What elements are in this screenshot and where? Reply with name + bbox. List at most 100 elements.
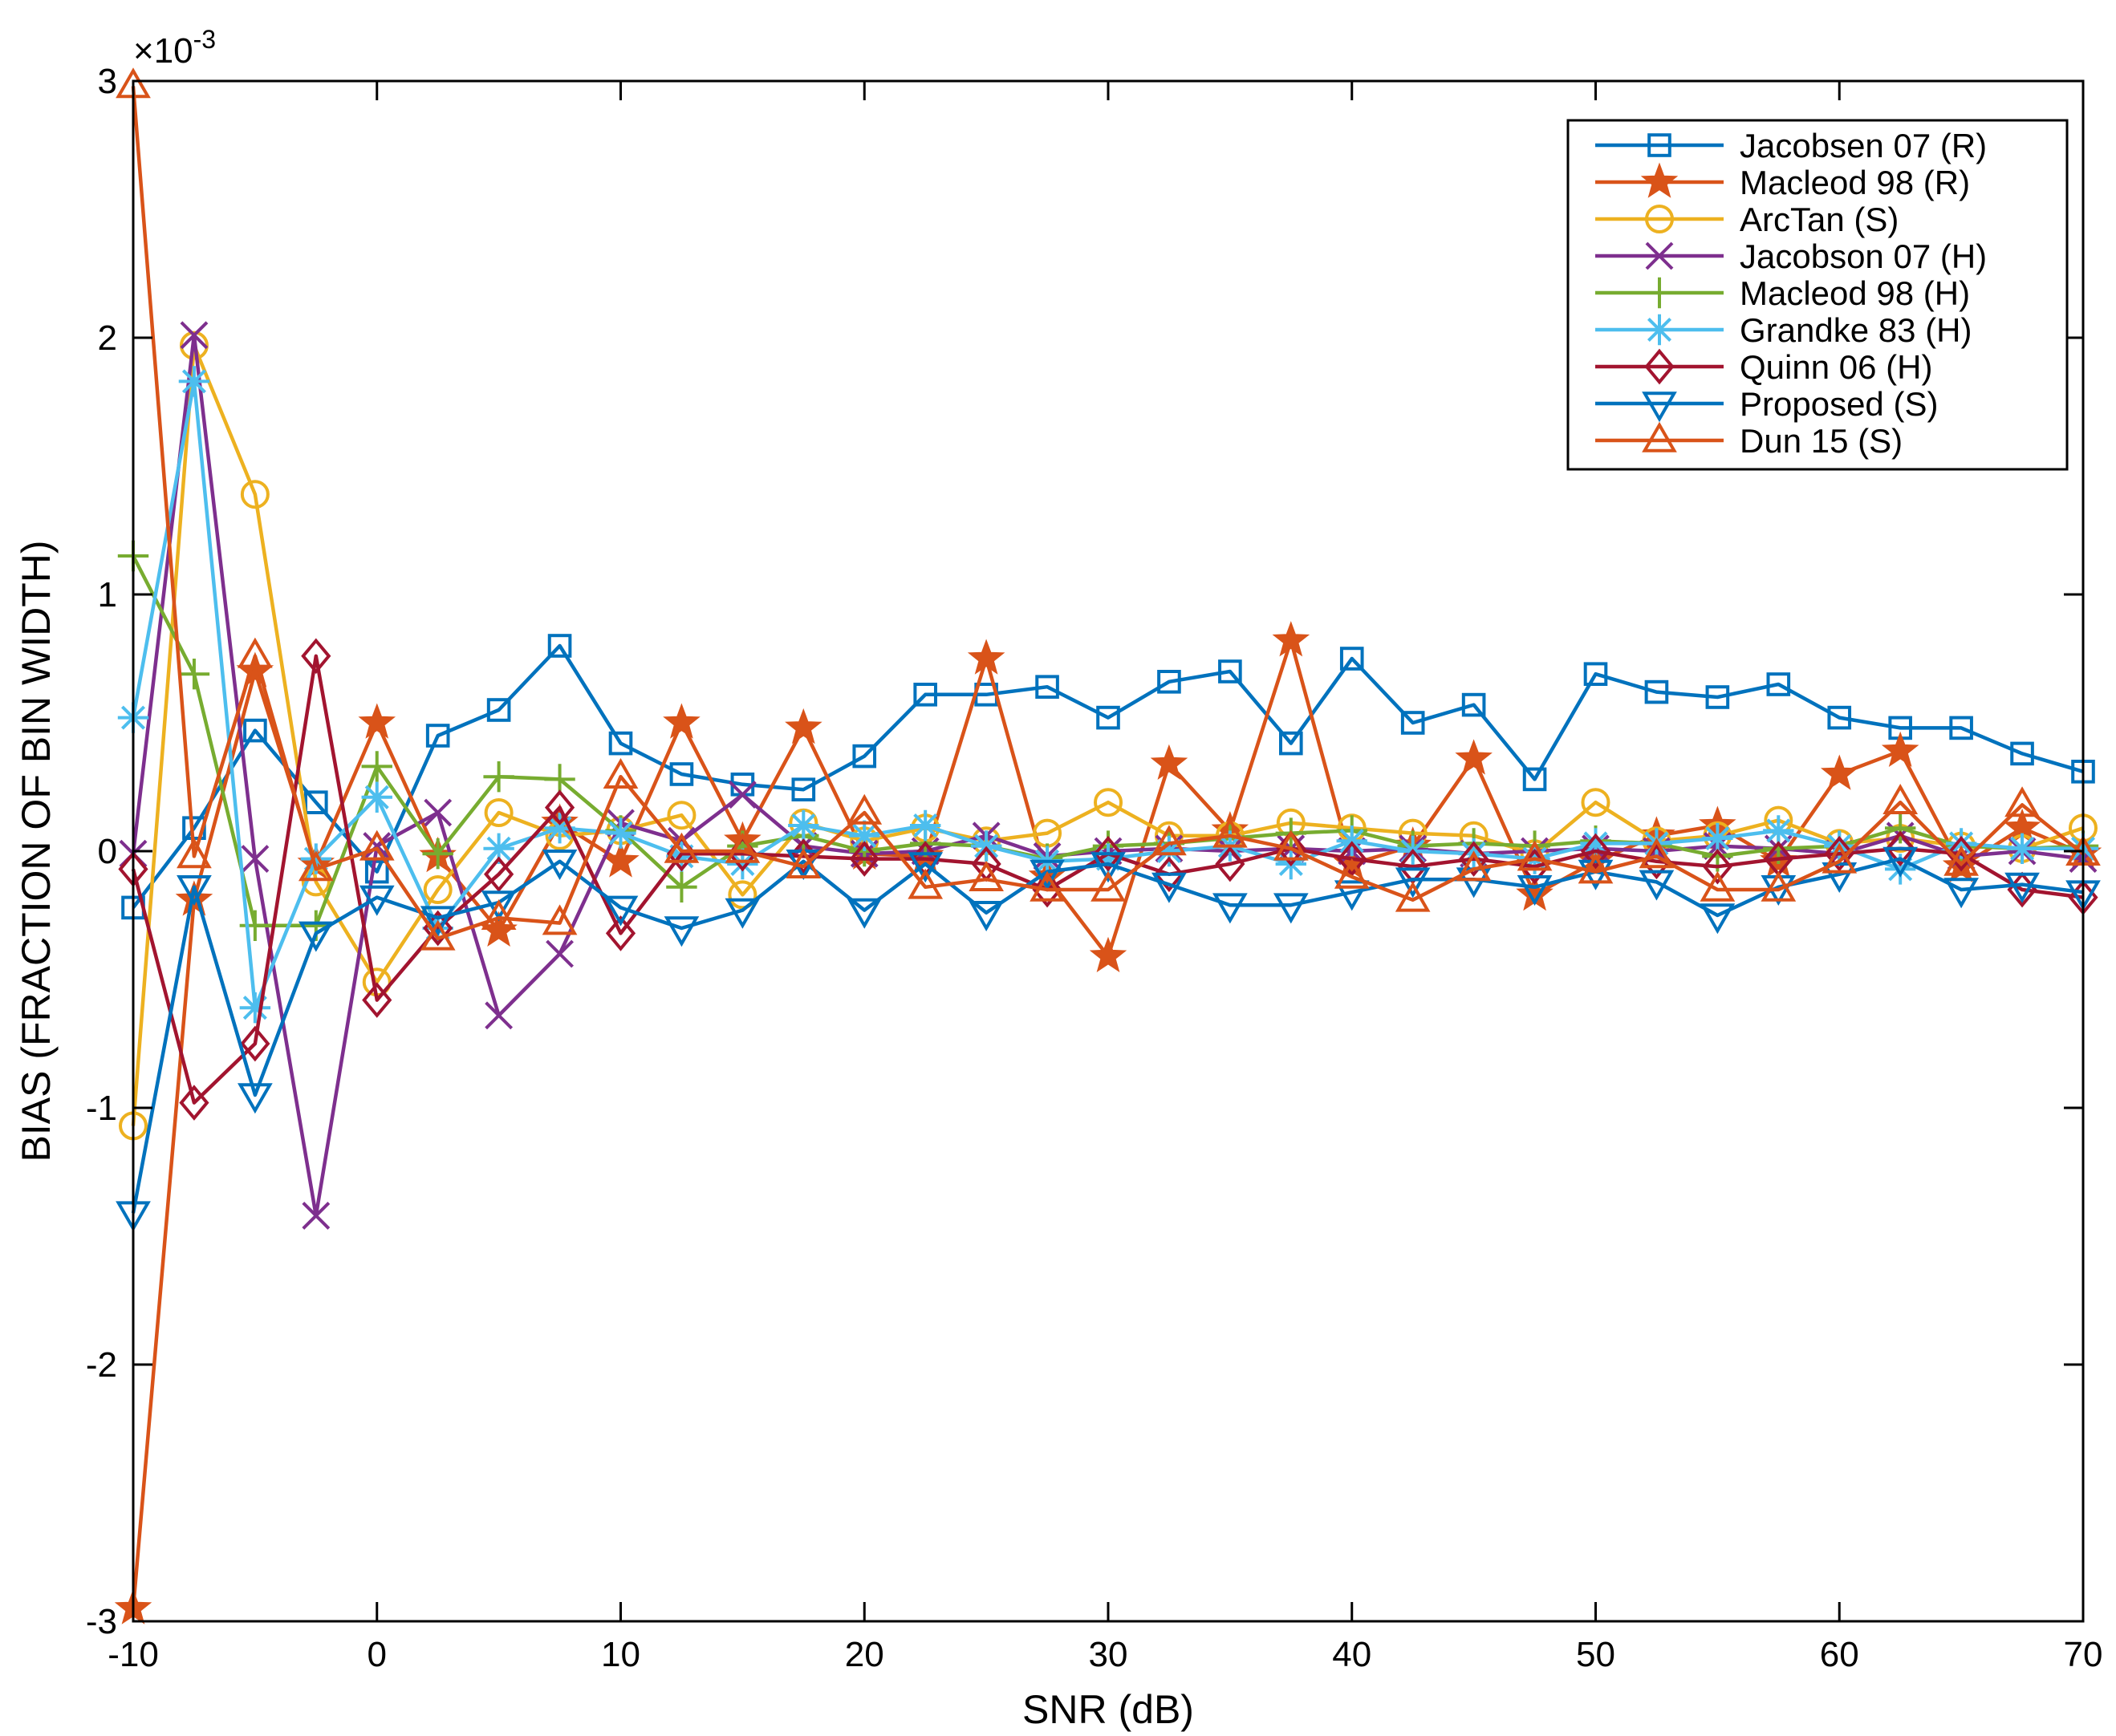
series-9	[116, 67, 2101, 951]
data-point	[1580, 833, 1611, 870]
data-point	[1218, 659, 1242, 683]
data-point	[1215, 846, 1245, 882]
data-point	[605, 817, 636, 849]
data-point	[605, 915, 636, 951]
data-point	[179, 331, 209, 360]
legend-item: Jacobson 07 (H)	[1595, 237, 1987, 275]
data-point	[175, 880, 213, 916]
legend-marker	[1645, 241, 1674, 270]
data-point	[358, 703, 396, 739]
data-point	[1700, 870, 1736, 902]
legend-marker	[1642, 391, 1677, 423]
data-point	[1157, 670, 1181, 694]
data-point	[969, 901, 1004, 932]
y-tick-label: 2	[98, 318, 117, 358]
data-point	[1946, 835, 1976, 872]
data-point	[361, 751, 392, 782]
data-point	[1763, 815, 1794, 846]
data-point	[1096, 705, 1120, 730]
data-point	[300, 843, 332, 874]
data-point	[1273, 829, 1309, 861]
data-point	[849, 841, 879, 877]
data-point	[1455, 739, 1493, 775]
data-point	[852, 744, 877, 769]
data-point	[178, 659, 210, 690]
data-point	[481, 898, 517, 930]
data-point	[847, 898, 883, 929]
data-point	[908, 868, 944, 899]
series-line	[131, 343, 2084, 1126]
data-point	[1150, 744, 1188, 781]
data-point	[238, 637, 273, 668]
series-line	[131, 857, 2084, 1214]
data-point	[1580, 828, 1611, 859]
data-point	[602, 842, 640, 878]
data-point	[1032, 871, 1062, 908]
legend-label: Quinn 06 (H)	[1740, 348, 1932, 386]
data-point	[669, 762, 694, 786]
data-point	[1517, 875, 1553, 907]
legend-item: Grandke 83 (H)	[1595, 311, 1972, 349]
data-point	[1522, 767, 1547, 792]
data-point	[1459, 841, 1489, 877]
y-axis-label: BIAS (FRACTION OF BIN WIDTH)	[14, 541, 59, 1162]
data-point	[304, 790, 328, 815]
legend-item: Jacobsen 07 (R)	[1595, 127, 1987, 164]
data-point	[485, 1001, 514, 1030]
data-point	[240, 480, 270, 509]
legend-label: Jacobson 07 (H)	[1740, 237, 1987, 275]
data-point	[1827, 705, 1852, 730]
x-axis-label: SNR (dB)	[1022, 1687, 1194, 1732]
data-point	[1089, 936, 1127, 973]
legend-marker	[1644, 348, 1675, 385]
data-point	[1700, 903, 1736, 935]
data-point	[238, 1083, 273, 1114]
data-point	[1578, 859, 1614, 890]
y-exponent-base: ×10	[133, 31, 193, 71]
data-point	[1949, 716, 1973, 740]
data-point	[728, 781, 757, 809]
legend-marker	[1640, 162, 1679, 198]
x-tick-label: 10	[601, 1635, 640, 1674]
data-point	[847, 793, 883, 825]
legend-item: Proposed (S)	[1595, 385, 1938, 423]
data-point	[603, 757, 639, 789]
data-point	[849, 820, 880, 851]
data-point	[1882, 783, 1919, 814]
legend-label: Macleod 98 (H)	[1740, 274, 1970, 312]
data-point	[603, 895, 639, 927]
y-tick-label: -2	[86, 1345, 117, 1385]
data-point	[180, 321, 209, 350]
data-point	[1884, 854, 1916, 885]
data-point	[786, 847, 822, 878]
data-point	[663, 703, 701, 739]
data-point	[1276, 830, 1306, 867]
data-point	[725, 832, 761, 863]
data-point	[1154, 856, 1184, 893]
data-point	[361, 781, 392, 813]
data-point	[1705, 685, 1730, 709]
data-point	[1153, 835, 1185, 867]
data-point	[1272, 621, 1310, 657]
data-point	[1336, 825, 1367, 857]
data-point	[420, 919, 456, 951]
x-tick-label: -10	[108, 1635, 159, 1674]
legend-items: Jacobsen 07 (R)Macleod 98 (R)ArcTan (S)J…	[1595, 127, 1987, 460]
data-point	[666, 871, 697, 902]
data-point	[1766, 672, 1791, 696]
data-point	[725, 898, 761, 929]
y-exponent-power: -3	[193, 25, 216, 54]
data-point	[1581, 788, 1610, 817]
data-point	[1094, 788, 1123, 817]
data-point	[298, 850, 334, 882]
legend-label: Macleod 98 (R)	[1740, 164, 1970, 201]
data-point	[423, 875, 453, 904]
data-point	[1035, 675, 1059, 700]
series-line	[131, 86, 2085, 941]
data-point	[1882, 846, 1919, 878]
data-point	[1151, 825, 1187, 856]
y-tick-label: -1	[86, 1089, 117, 1128]
data-point	[359, 829, 395, 861]
legend-label: Proposed (S)	[1740, 385, 1938, 423]
